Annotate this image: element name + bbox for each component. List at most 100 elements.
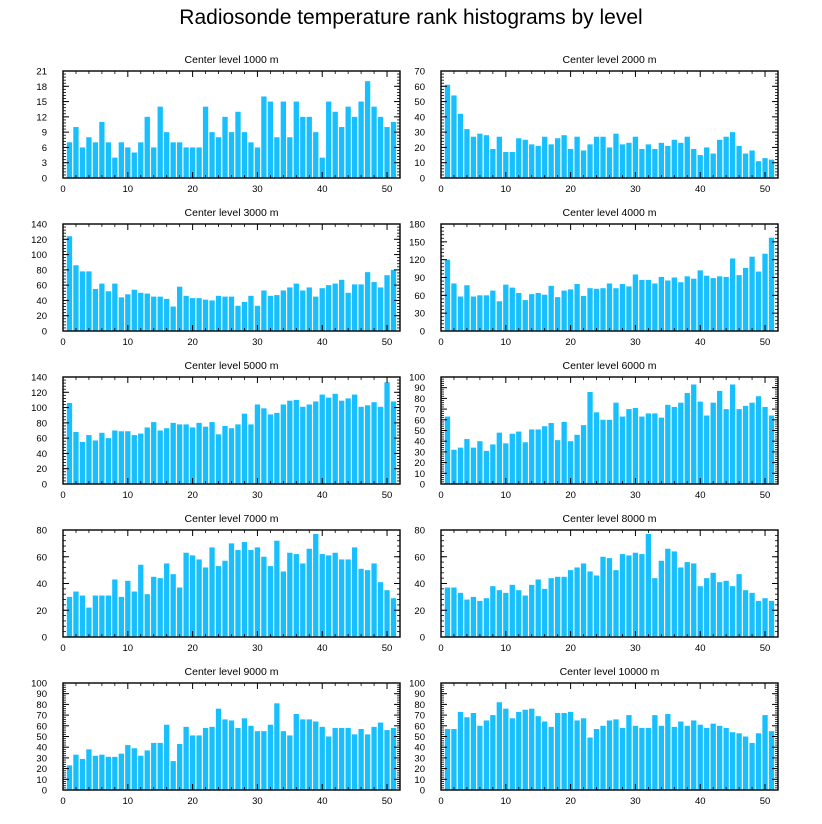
bar [157,742,163,790]
bar [678,142,684,178]
bar [280,290,286,331]
bar [215,137,222,178]
y-tick-label: 20 [36,764,47,775]
x-tick-label: 30 [252,643,263,654]
y-tick-label: 140 [31,220,47,231]
bar [300,563,306,637]
bar [358,284,364,331]
bar [503,443,509,484]
bar [742,590,749,637]
x-tick-label: 40 [695,643,706,654]
bar [593,412,600,484]
histogram-panel-8: Center level 8000 m 0 10 20 30 40 50 0 20 40 60 80 [414,513,779,654]
y-tick-label: 40 [36,579,47,590]
bar [118,753,124,790]
bar [645,727,652,790]
bar [202,426,209,484]
bar [241,718,248,790]
bar [600,419,606,484]
bar [73,591,79,637]
bar [73,127,79,178]
bar [209,300,215,331]
x-tick-label: 0 [60,643,65,654]
bar [483,295,490,331]
y-tick-label: 60 [414,721,425,732]
bar [652,715,658,790]
bar [274,137,280,178]
bar [390,401,397,484]
y-tick-label: 140 [31,373,47,384]
panel-title: Center level 8000 m [563,513,657,525]
bar [105,291,112,331]
bar [189,427,196,484]
y-tick-label: 30 [414,447,425,458]
y-tick-label: 80 [414,394,425,405]
bar [548,578,554,637]
bar [345,727,351,790]
bar [658,276,664,331]
y-tick-label: 0 [42,480,47,491]
y-tick-label: 21 [36,67,47,78]
bar [274,295,280,331]
y-tick-label: 60 [36,434,47,445]
bar [509,584,515,637]
bar [542,588,548,637]
x-tick-label: 40 [695,184,706,195]
bar [464,129,470,178]
x-tick-label: 0 [60,337,65,348]
bar [131,152,137,178]
bar [293,101,299,178]
bar [384,382,390,484]
bar [567,289,574,331]
bar [593,575,600,637]
y-tick-label: 60 [414,415,425,426]
bar [749,150,755,178]
bar [477,725,483,790]
bar [470,596,477,638]
bar [444,259,451,331]
bar [574,284,580,331]
bar [235,550,241,637]
bar [587,391,593,484]
bar [189,555,196,637]
bar [228,296,235,331]
bar [561,712,567,790]
bar [477,295,483,331]
y-tick-label: 30 [414,128,425,139]
x-tick-label: 30 [252,337,263,348]
x-tick-label: 10 [501,643,512,654]
bar [704,275,710,331]
y-tick-label: 0 [42,786,47,797]
histogram-panel-5: Center level 5000 m 0 10 20 30 40 50 0 20 40 60 80 1… [31,360,401,501]
x-tick-label: 0 [438,337,443,348]
bar [535,145,541,178]
bar [254,404,261,484]
bar [125,294,131,331]
bar [73,265,79,331]
bar [351,116,358,178]
histogram-panel-9: Center level 9000 m0 10 20 30 40 500102030405… [31,666,401,807]
y-tick-label: 70 [414,405,425,416]
bar [241,542,248,637]
bar [755,396,762,484]
panel-title: Center level 4000 m [563,207,657,219]
bar [118,596,124,638]
bar [600,556,606,637]
y-tick-label: 60 [36,281,47,292]
bar [516,431,522,484]
bar [542,721,548,790]
bar [483,450,490,484]
y-tick-label: 80 [36,265,47,276]
bar [164,428,170,484]
bar [92,142,99,178]
y-tick-label: 0 [42,174,47,185]
bar [451,283,457,331]
bar [755,600,762,637]
x-tick-label: 20 [187,184,198,195]
bar [202,727,209,790]
y-tick-label: 15 [36,97,47,108]
bar [755,271,762,331]
bar [345,106,351,178]
bar [125,580,131,637]
bar [267,414,274,484]
